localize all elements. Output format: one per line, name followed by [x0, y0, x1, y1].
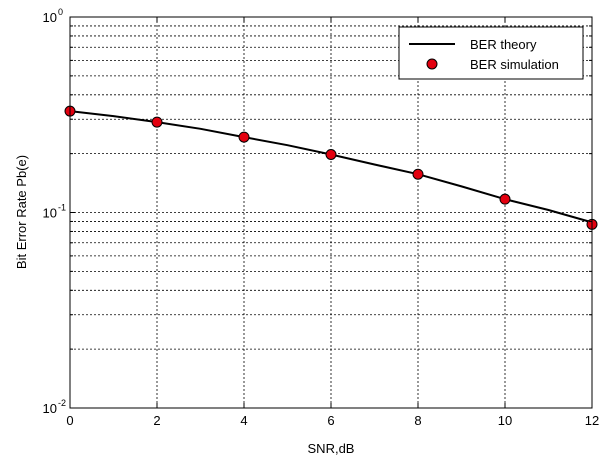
x-tick-label: 2 — [153, 413, 160, 428]
x-tick-label: 6 — [327, 413, 334, 428]
y-tick-label-base: 10 — [43, 401, 57, 416]
y-tick-label-exponent: 0 — [58, 7, 63, 17]
legend-label-ber-simulation: BER simulation — [470, 57, 559, 72]
x-tick-label: 8 — [414, 413, 421, 428]
data-point-ber-simulation — [238, 131, 250, 143]
axis-labels: SNR,dB Bit Error Rate Pb(e) — [14, 155, 354, 456]
y-tick-label-exponent: -2 — [58, 398, 66, 408]
x-tick-label: 0 — [66, 413, 73, 428]
x-tick-label: 10 — [498, 413, 512, 428]
x-tick-label: 4 — [240, 413, 247, 428]
y-tick-label-base: 10 — [43, 10, 57, 25]
data-point-ber-simulation — [325, 149, 337, 161]
x-axis-label: SNR,dB — [308, 441, 355, 456]
data-point-ber-simulation — [499, 193, 511, 205]
legend-marker-swatch — [426, 58, 438, 70]
y-axis-label: Bit Error Rate Pb(e) — [14, 155, 29, 269]
data-point-ber-simulation — [151, 116, 163, 128]
legend-box — [398, 26, 584, 80]
series-layer — [64, 105, 598, 230]
y-tick-label-exponent: -1 — [58, 203, 66, 213]
data-point-ber-simulation — [412, 168, 424, 180]
y-tick-label-base: 10 — [43, 206, 57, 221]
legend-label-ber-theory: BER theory — [470, 37, 537, 52]
x-tick-label: 12 — [585, 413, 599, 428]
legend: BER theory BER simulation — [398, 26, 584, 80]
